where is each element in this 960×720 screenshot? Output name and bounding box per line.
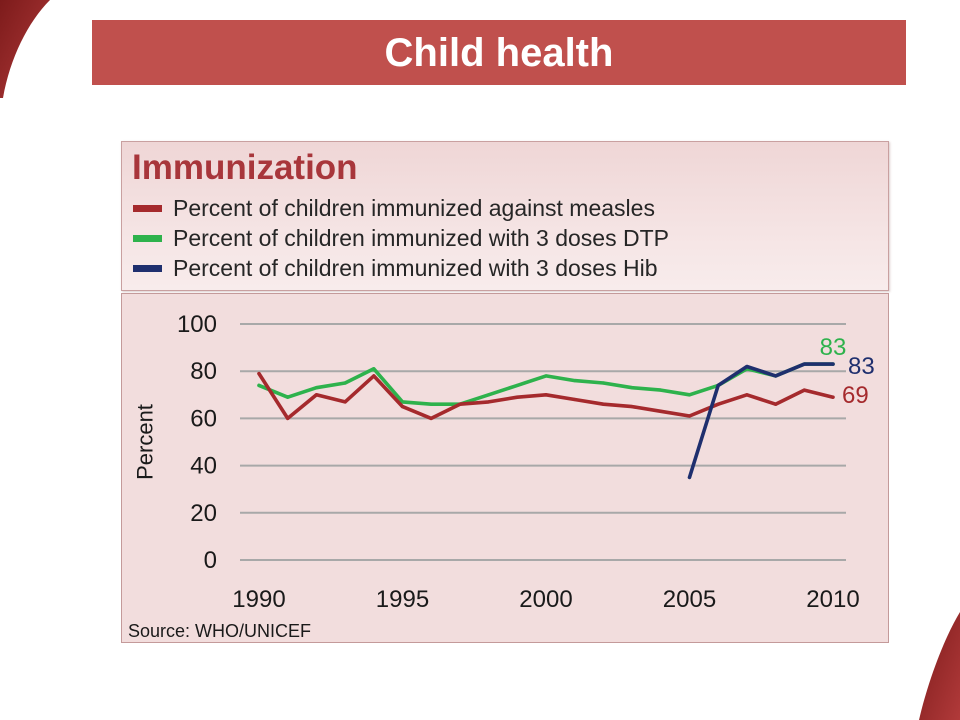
data-point-measles <box>831 395 835 399</box>
data-point-dtp <box>659 388 663 392</box>
end-value-label-hib: 83 <box>848 353 875 380</box>
legend-item-hib: Percent of children immunized with 3 dos… <box>133 255 658 281</box>
source-note: Source: WHO/UNICEF <box>128 621 311 641</box>
data-point-measles <box>601 402 605 406</box>
data-point-dtp <box>687 393 692 397</box>
legend-label-measles: Percent of children immunized against me… <box>173 195 655 221</box>
data-point-measles <box>487 400 491 404</box>
data-point-dtp <box>429 402 433 406</box>
data-point-hib <box>687 475 692 479</box>
data-point-dtp <box>314 386 318 390</box>
x-tick-label: 1995 <box>376 586 429 613</box>
data-point-measles <box>745 393 749 397</box>
y-tick-label: 60 <box>190 405 217 432</box>
legend-label-dtp: Percent of children immunized with 3 dos… <box>173 225 669 251</box>
data-point-measles <box>429 416 433 420</box>
data-point-measles <box>716 402 720 406</box>
data-point-measles <box>802 388 806 392</box>
data-point-dtp <box>573 379 577 383</box>
legend-swatch-hib <box>133 264 162 272</box>
data-point-measles <box>544 393 548 397</box>
y-tick-label: 80 <box>190 358 217 385</box>
data-point-hib <box>745 364 749 369</box>
y-axis-ticks: 0 20 40 60 80 100 <box>177 311 217 574</box>
y-tick-label: 100 <box>177 311 217 338</box>
data-point-dtp <box>257 383 261 387</box>
legend-swatch-dtp <box>133 234 162 242</box>
data-point-measles <box>314 393 318 397</box>
x-axis-ticks: 1990 1995 2000 2005 2010 <box>232 586 859 613</box>
series-hib: 83 <box>687 353 875 480</box>
data-point-hib <box>716 383 720 387</box>
y-tick-label: 40 <box>190 453 217 480</box>
title-banner: Child health <box>92 20 906 85</box>
x-tick-label: 2000 <box>519 586 572 613</box>
data-point-dtp <box>515 383 519 387</box>
data-point-measles <box>372 374 376 378</box>
data-point-dtp <box>487 393 491 397</box>
end-value-label-measles: 69 <box>842 382 869 409</box>
chart-title: Immunization <box>132 148 358 187</box>
x-tick-label: 1990 <box>232 586 285 613</box>
data-point-measles <box>286 416 290 420</box>
data-point-dtp <box>544 374 548 378</box>
data-point-measles <box>573 397 577 402</box>
data-point-dtp <box>601 381 605 385</box>
data-point-measles <box>257 371 261 376</box>
data-point-measles <box>687 414 692 418</box>
data-point-dtp <box>372 367 376 371</box>
series-line-hib <box>687 362 835 480</box>
data-point-measles <box>630 405 634 409</box>
data-point-measles <box>400 405 405 409</box>
data-point-dtp <box>630 386 634 390</box>
data-point-measles <box>659 409 663 413</box>
legend-item-dtp: Percent of children immunized with 3 dos… <box>133 225 669 251</box>
y-tick-label: 0 <box>204 547 217 574</box>
corner-swoosh-top-left <box>0 0 50 98</box>
data-point-measles <box>458 402 462 406</box>
data-point-dtp <box>400 400 405 404</box>
series-measles: 69 <box>257 371 869 421</box>
slide-title: Child health <box>384 30 614 75</box>
legend-panel: Immunization Percent of children immuniz… <box>121 141 889 291</box>
data-point-hib <box>802 362 806 366</box>
data-point-measles <box>515 395 519 399</box>
data-point-hib <box>774 374 778 378</box>
legend-swatch-measles <box>133 204 162 212</box>
data-point-hib <box>831 362 835 366</box>
legend-label-hib: Percent of children immunized with 3 dos… <box>173 255 658 281</box>
legend-item-measles: Percent of children immunized against me… <box>133 195 655 221</box>
data-point-measles <box>343 400 347 404</box>
end-value-label-dtp: 83 <box>820 334 847 361</box>
y-tick-label: 20 <box>190 500 217 527</box>
data-point-dtp <box>343 381 347 385</box>
x-tick-label: 2005 <box>663 586 716 613</box>
y-axis-label: Percent <box>133 404 158 480</box>
gridlines <box>240 323 846 561</box>
chart-panel: Percent Source: WHO/UNICEF 0 20 40 60 80 100 1… <box>121 293 889 643</box>
line-chart: Percent Source: WHO/UNICEF 0 20 40 60 80 100 1… <box>128 311 875 641</box>
corner-swoosh-bottom-right <box>919 612 960 720</box>
data-point-dtp <box>286 395 290 399</box>
data-point-measles <box>774 402 778 406</box>
x-tick-label: 2010 <box>806 586 859 613</box>
